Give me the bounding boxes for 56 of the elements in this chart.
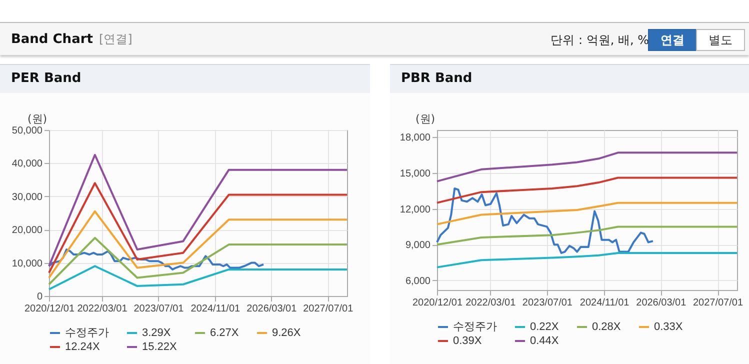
line-series xyxy=(436,226,738,246)
line-series xyxy=(48,210,348,279)
x-tick-label: 2023/07/01 xyxy=(134,304,184,314)
y-tick-label: 9,000 xyxy=(405,240,431,252)
legend-label: 0.44X xyxy=(530,335,560,347)
line-series xyxy=(48,248,265,270)
y-tick-label: 20,000 xyxy=(12,225,43,236)
legend-label: 0.28X xyxy=(592,321,622,333)
x-tick-label: 2027/07/01 xyxy=(303,304,354,314)
x-tick-label: 2022/03/01 xyxy=(77,304,128,314)
y-tick-label: 18,000 xyxy=(400,132,431,144)
x-tick-label: 2022/03/01 xyxy=(466,298,516,308)
text: 단위 : 억원, 배, % xyxy=(550,32,649,49)
line-series xyxy=(436,188,654,254)
x-tick-label: 2026/03/01 xyxy=(636,298,687,308)
line-series xyxy=(48,182,348,274)
y-tick-label: 12,000 xyxy=(400,204,431,216)
legend-label: 0.33X xyxy=(654,321,684,333)
legend-label: 15.22X xyxy=(142,341,178,353)
text: 별도 xyxy=(696,29,745,51)
text: [연결] xyxy=(98,32,132,46)
y-tick-label: 30,000 xyxy=(12,192,43,203)
x-tick-label: 2024/11/01 xyxy=(190,304,241,314)
chart-title: PBR Band xyxy=(390,64,749,93)
legend-label: 3.29X xyxy=(142,327,172,339)
line-series xyxy=(436,252,738,268)
y-tick-label: 10,000 xyxy=(12,258,43,270)
legend-label: 0.39X xyxy=(453,335,482,347)
line-series xyxy=(48,154,348,268)
text: Band Chart xyxy=(11,32,93,47)
x-tick-label: 2020/12/01 xyxy=(24,304,75,314)
line-series xyxy=(48,236,348,286)
line-series xyxy=(48,265,348,290)
legend-label: 12.24X xyxy=(65,341,101,353)
legend-label: 9.26X xyxy=(272,327,302,339)
line-series xyxy=(436,202,738,226)
x-tick-label: 2027/07/01 xyxy=(692,298,744,308)
y-tick-label: 0 xyxy=(36,292,43,302)
y-tick-label: 40,000 xyxy=(12,158,43,170)
chart-title: PER Band xyxy=(0,64,370,93)
text: 연결 xyxy=(648,29,697,51)
legend-label: 0.22X xyxy=(530,321,560,333)
x-tick-label: 2020/12/01 xyxy=(412,298,463,308)
x-tick-label: 2024/11/01 xyxy=(580,298,630,308)
x-tick-label: 2023/07/01 xyxy=(522,298,573,308)
x-tick-label: 2026/03/01 xyxy=(246,304,298,314)
line-series xyxy=(436,152,738,182)
y-tick-label: 50,000 xyxy=(12,126,43,136)
y-tick-label: 15,000 xyxy=(400,168,431,180)
y-tick-label: 6,000 xyxy=(405,276,431,287)
y-axis-title: (원) xyxy=(28,112,48,126)
line-series xyxy=(436,176,738,204)
y-axis-title: (원) xyxy=(416,112,436,126)
legend-label: 수정주가 xyxy=(65,327,109,339)
legend-label: 수정주가 xyxy=(453,321,497,333)
legend-label: 6.27X xyxy=(210,327,240,339)
